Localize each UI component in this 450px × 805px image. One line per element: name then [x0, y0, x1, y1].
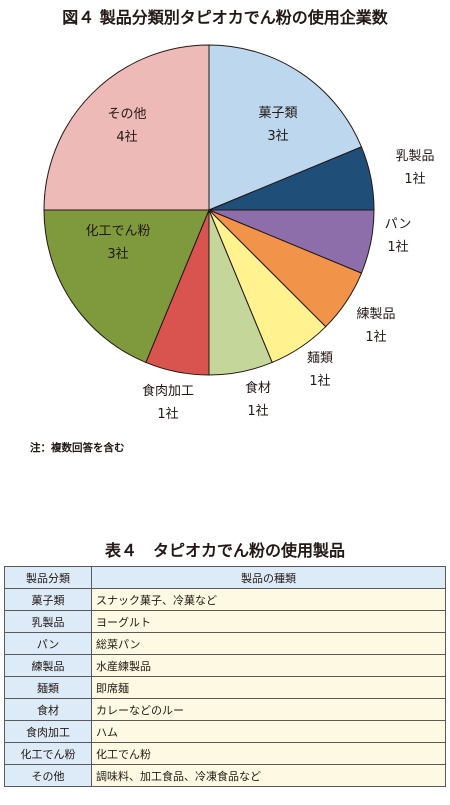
row-category: 練製品: [4, 654, 92, 677]
table-title: 表４ タピオカでん粉の使用製品: [104, 541, 345, 560]
slice-value-label: 1社: [157, 406, 178, 422]
table-header-row: 製品分類 製品の種類: [4, 566, 446, 589]
chart-title: 図４ 製品分類別タピオカでん粉の使用企業数: [62, 8, 388, 27]
table-row: 麺類 即席麺: [4, 676, 446, 699]
table-row: その他 調味料、加工食品、冷凍食品など: [4, 764, 446, 787]
slice-label: その他: [107, 107, 146, 122]
table-row: 菓子類 スナック菓子、冷菓など: [4, 588, 446, 611]
row-products: 総菜パン: [91, 632, 446, 655]
header-product-types: 製品の種類: [91, 566, 446, 589]
slice-label: 化工でん粉: [85, 224, 150, 239]
row-products: スナック菓子、冷菓など: [91, 588, 446, 611]
table-row: 化工でん粉 化工でん粉: [4, 742, 446, 765]
slice-label: 菓子類: [258, 106, 297, 121]
table-row: 練製品 水産練製品: [4, 654, 446, 677]
row-category: 麺類: [4, 676, 92, 699]
products-table: 製品分類 製品の種類 菓子類 スナック菓子、冷菓など 乳製品 ヨーグルト パン 総菜パ…: [4, 566, 446, 787]
slice-value-label: 3社: [107, 246, 128, 262]
slice-value-label: 1社: [365, 329, 386, 345]
chart-note: 注：複数回答を含む: [30, 442, 125, 454]
pie-chart: 菓子類3社乳製品1社パン1社練製品1社麺類1社食材1社食肉加工1社化工でん粉3社…: [43, 44, 435, 422]
pie-slice-1: [208, 44, 363, 211]
row-products: 化工でん粉: [91, 742, 446, 765]
row-category: 化工でん粉: [4, 742, 92, 765]
table-row: パン 総菜パン: [4, 632, 446, 655]
slice-label: 食材: [245, 380, 271, 396]
row-category: 食肉加工: [4, 720, 92, 743]
slice-value-label: 1社: [247, 403, 268, 419]
slice-value-label: 1社: [309, 373, 330, 389]
row-products: ハム: [91, 720, 446, 743]
row-category: 食材: [4, 698, 92, 721]
pie-slice-9: [43, 44, 210, 211]
header-category: 製品分類: [4, 566, 92, 589]
slice-value-label: 1社: [404, 171, 425, 187]
table-row: 食肉加工 ハム: [4, 720, 446, 743]
row-category: 乳製品: [4, 610, 92, 633]
pie-slice-8: [43, 209, 210, 364]
slice-label: 麺類: [307, 351, 333, 366]
slice-label: 食肉加工: [142, 383, 194, 399]
slice-value-label: 1社: [387, 239, 408, 255]
slice-value-label: 3社: [267, 128, 288, 144]
row-category: パン: [4, 632, 92, 655]
slice-label: パン: [385, 217, 412, 232]
slice-label: 練製品: [356, 307, 395, 322]
slice-label: 乳製品: [395, 149, 434, 164]
row-products: カレーなどのルー: [91, 698, 446, 721]
row-category: その他: [4, 764, 92, 787]
row-products: 即席麺: [91, 676, 446, 699]
row-category: 菓子類: [4, 588, 92, 611]
table-row: 乳製品 ヨーグルト: [4, 610, 446, 633]
row-products: 水産練製品: [91, 654, 446, 677]
row-products: 調味料、加工食品、冷凍食品など: [91, 764, 446, 787]
slice-value-label: 4社: [116, 129, 137, 145]
row-products: ヨーグルト: [91, 610, 446, 633]
table-row: 食材 カレーなどのルー: [4, 698, 446, 721]
